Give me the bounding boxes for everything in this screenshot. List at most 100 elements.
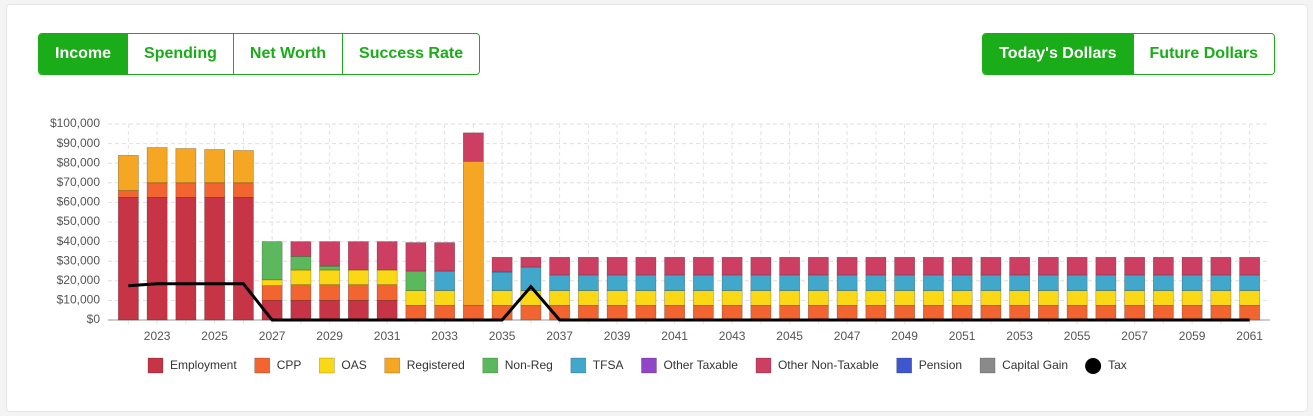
legend-swatch xyxy=(979,357,996,374)
bar-segment xyxy=(204,197,225,321)
legend-swatch xyxy=(755,357,772,374)
bar-segment xyxy=(1239,256,1260,276)
bar-segment xyxy=(808,304,829,321)
bar-segment xyxy=(491,256,513,273)
bar-segment xyxy=(1210,274,1232,291)
legend-label: Employment xyxy=(170,358,237,372)
bar-segment xyxy=(894,304,915,321)
bar-segment xyxy=(865,290,887,306)
view-tab[interactable]: Spending xyxy=(127,34,233,74)
legend-label: Other Taxable xyxy=(663,358,738,372)
x-tick-label: 2045 xyxy=(776,329,803,343)
bar-segment xyxy=(348,284,369,301)
x-tick-label: 2035 xyxy=(489,329,516,343)
bar-segment xyxy=(1066,290,1088,306)
dollar-option[interactable]: Future Dollars xyxy=(1132,34,1274,74)
view-tab[interactable]: Net Worth xyxy=(232,34,343,74)
x-tick-label: 2047 xyxy=(834,329,861,343)
bar-segment xyxy=(233,150,254,184)
x-tick-label: 2037 xyxy=(546,329,573,343)
legend-label: Capital Gain xyxy=(1002,358,1068,372)
bar-segment xyxy=(1038,274,1059,291)
bar-segment xyxy=(721,304,743,321)
bar-segment xyxy=(808,274,829,291)
bar-segment xyxy=(319,284,340,301)
bar-segment xyxy=(1153,290,1174,306)
bar-segment xyxy=(578,256,599,276)
legend-label: Registered xyxy=(407,358,465,372)
bar-segment xyxy=(146,147,168,184)
bar-segment xyxy=(1124,274,1145,291)
bar-segment xyxy=(923,274,944,291)
bar-segment xyxy=(118,155,139,191)
bar-segment xyxy=(1009,290,1030,306)
bar-segment xyxy=(434,270,455,291)
x-tick-label: 2023 xyxy=(144,329,171,343)
dollar-toggle: Today's Dollars Future Dollars xyxy=(982,33,1275,75)
bar-segment xyxy=(376,241,398,271)
y-tick-label: $80,000 xyxy=(57,155,101,169)
bar-segment xyxy=(1239,290,1260,306)
bar-segment xyxy=(693,274,714,291)
bar-segment xyxy=(664,304,685,321)
bar-segment xyxy=(549,256,570,276)
bar-segment xyxy=(779,256,800,276)
bar-segment xyxy=(865,274,887,291)
x-tick-label: 2033 xyxy=(431,329,458,343)
tax-line xyxy=(128,282,1250,322)
legend-label: Non-Reg xyxy=(505,358,553,372)
x-tick-label: 2039 xyxy=(604,329,631,343)
bar-segment xyxy=(463,304,484,321)
bar-segment xyxy=(635,256,657,276)
bar-segment xyxy=(1210,304,1232,321)
bar-segment xyxy=(721,274,743,291)
legend-label: Pension xyxy=(919,358,962,372)
bar-segment xyxy=(951,290,973,306)
bar-segment xyxy=(348,300,369,321)
bar-segment xyxy=(664,256,685,276)
bar-segment xyxy=(233,182,254,198)
bar-segment xyxy=(261,241,283,281)
bar-segment xyxy=(491,290,513,306)
x-tick-label: 2043 xyxy=(719,329,746,343)
bar-segment xyxy=(290,269,312,286)
y-tick-label: $70,000 xyxy=(57,175,101,189)
bar-segment xyxy=(376,269,398,286)
bar-segment xyxy=(549,290,570,306)
bar-segment xyxy=(606,290,628,306)
legend-swatch xyxy=(641,357,657,374)
view-tab[interactable]: Success Rate xyxy=(342,34,480,74)
legend-label: TFSA xyxy=(593,358,624,372)
bar-segment xyxy=(319,265,340,271)
bar-segment xyxy=(175,148,197,184)
bar-segment xyxy=(1095,274,1117,291)
view-tab[interactable]: Income xyxy=(39,34,128,74)
dollar-option[interactable]: Today's Dollars xyxy=(983,34,1133,74)
x-tick-label: 2059 xyxy=(1179,329,1206,343)
bar-segment xyxy=(923,290,944,306)
bar-segment xyxy=(693,304,714,321)
bar-segment xyxy=(491,271,513,291)
bar-segment xyxy=(664,274,685,291)
bar-segment xyxy=(980,274,1002,291)
bar-segment xyxy=(1181,304,1203,321)
bar-segment xyxy=(549,274,570,291)
bar-segment xyxy=(693,256,714,276)
bar-segment xyxy=(1038,290,1059,306)
bar-segment xyxy=(779,274,800,291)
y-tick-label: $0 xyxy=(87,312,101,326)
bar-segment xyxy=(980,290,1002,306)
legend-swatch xyxy=(319,357,335,374)
bar-segment xyxy=(1066,274,1088,291)
bar-segment xyxy=(865,304,887,321)
bar-segment xyxy=(118,197,139,321)
bar-segment xyxy=(1009,274,1030,291)
bar-segment xyxy=(923,304,944,321)
bar-segment xyxy=(808,290,829,306)
bar-segment xyxy=(146,197,168,321)
bar-segment xyxy=(894,256,915,276)
bar-segment xyxy=(779,304,800,321)
bar-segment xyxy=(290,300,312,321)
bar-segment xyxy=(376,284,398,301)
bar-segment xyxy=(146,182,168,198)
